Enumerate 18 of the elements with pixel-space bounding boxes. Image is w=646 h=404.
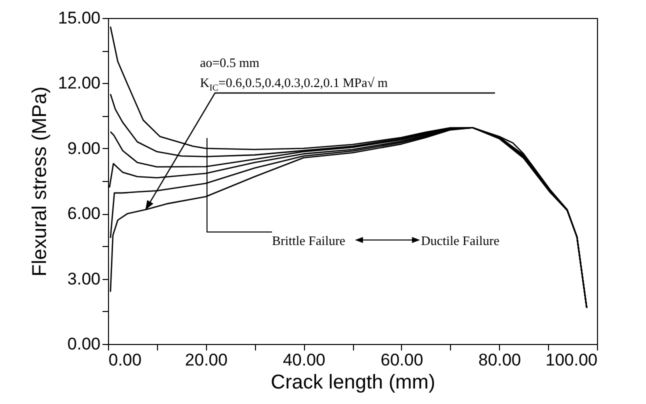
- x-tick-label: 60.00: [380, 350, 424, 370]
- x-tick-label: 80.00: [478, 350, 521, 370]
- x-tick-label: 20.00: [185, 350, 228, 370]
- y-tick-label: 15.00: [58, 8, 100, 28]
- annotation: Ductile Failure: [421, 233, 500, 248]
- annotation: ao=0.5 mm: [200, 55, 260, 70]
- y-tick-label: 3.00: [67, 269, 100, 288]
- y-axis-title: Flexural stress (MPa): [28, 86, 51, 277]
- y-tick-label: 0.00: [67, 334, 100, 354]
- x-tick-label: 100.00: [546, 350, 598, 370]
- x-tick-label: 0.00: [108, 350, 142, 370]
- y-tick-label: 12.00: [58, 74, 100, 93]
- y-tick-label: 6.00: [67, 204, 100, 224]
- annotation: K$_{IC}$=0.6,0.5,0.4,0.3,0.2,0.1 MPa√ m: [200, 75, 388, 93]
- x-tick-label: 40.00: [282, 350, 326, 370]
- y-tick-label: 9.00: [67, 138, 100, 158]
- annotation: Brittle Failure: [272, 233, 346, 248]
- x-axis-title: Crack length (mm): [270, 372, 436, 394]
